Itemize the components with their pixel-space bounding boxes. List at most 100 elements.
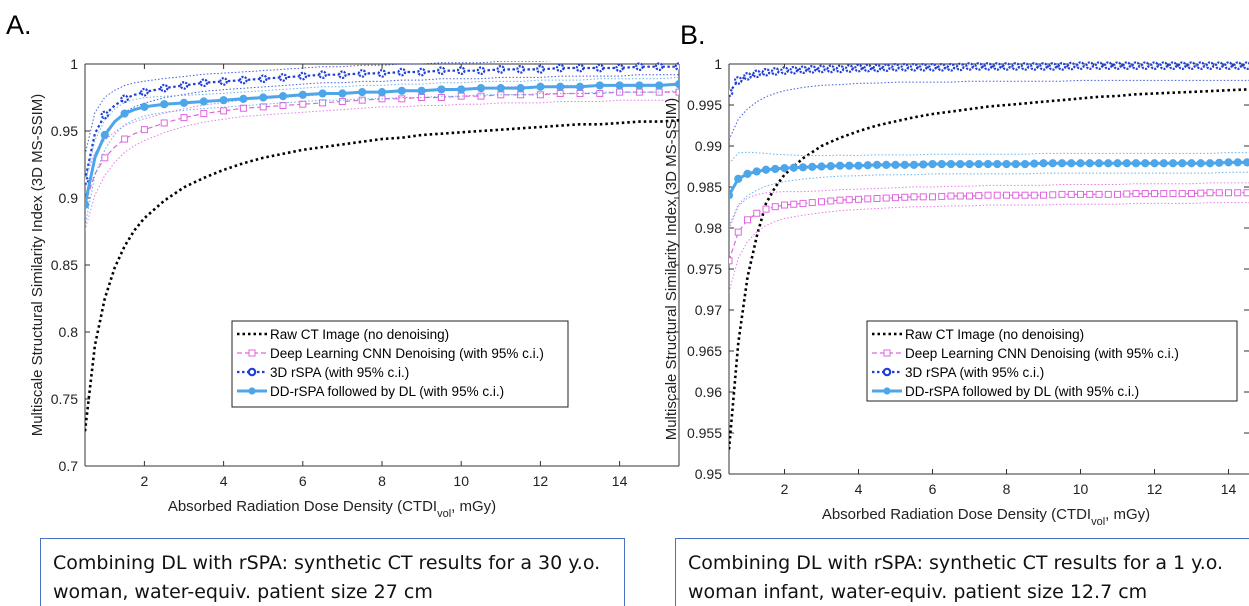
data-point-dl xyxy=(1030,191,1038,199)
data-point-dl xyxy=(239,104,247,112)
data-point-dl xyxy=(358,96,366,104)
data-point-rspa xyxy=(318,70,327,80)
panel-a-chart: A. 2 4 6 8 10 12 14 0.7 0.75 0.8 0.85 0.9 0.95 1 Absorb… xyxy=(6,10,680,520)
data-point-dl xyxy=(734,228,742,236)
legend-label: 3D rSPA (with 95% c.i.) xyxy=(270,365,409,380)
data-point-ddrspa xyxy=(743,169,752,178)
data-point-dl xyxy=(1021,191,1029,199)
data-point-ddrspa xyxy=(575,82,585,91)
legend-label: Raw CT Image (no denoising) xyxy=(905,327,1084,342)
caption-a: Combining DL with rSPA: synthetic CT res… xyxy=(40,538,625,606)
data-point-dl xyxy=(919,193,927,201)
data-point-dl xyxy=(1104,190,1112,198)
data-point-ddrspa xyxy=(318,89,327,98)
data-point-rspa xyxy=(946,62,956,72)
panel-letter: A. xyxy=(6,10,32,40)
y-tick-label: 0.965 xyxy=(687,343,722,359)
data-point-ddrspa xyxy=(298,90,307,99)
data-point-ddrspa xyxy=(358,88,367,97)
series-line-ddrspa xyxy=(85,82,679,206)
data-point-dl xyxy=(1086,190,1094,198)
data-point-dl xyxy=(836,196,844,204)
data-point-rspa xyxy=(397,67,407,77)
data-point-ddrspa xyxy=(1085,159,1094,168)
data-point-rspa xyxy=(1177,61,1187,70)
legend-label: DD-rSPA followed by DL (with 95% c.i.) xyxy=(905,384,1139,399)
data-point-ddrspa xyxy=(1159,159,1168,168)
data-point-ddrspa xyxy=(516,84,525,93)
data-point-ddrspa xyxy=(780,164,789,173)
data-point-dl xyxy=(121,135,129,143)
ci-upper-line xyxy=(729,42,1249,54)
y-tick-label: 0.8 xyxy=(59,324,79,340)
data-point-ddrspa xyxy=(1113,159,1122,168)
ci-lower-line xyxy=(85,74,679,207)
x-tick-label: 8 xyxy=(378,473,386,489)
data-point-ddrspa xyxy=(615,81,624,90)
caption-b: Combining DL with rSPA: synthetic CT res… xyxy=(675,538,1249,606)
ci-upper-line xyxy=(729,182,1249,230)
data-point-ddrspa xyxy=(85,200,90,209)
data-point-ddrspa xyxy=(199,97,208,106)
data-point-rspa xyxy=(1057,62,1067,71)
data-point-ddrspa xyxy=(974,159,983,169)
data-point-rspa xyxy=(357,69,367,78)
data-point-ddrspa xyxy=(1057,159,1067,168)
legend-label: 3D rSPA (with 95% c.i.) xyxy=(905,365,1044,380)
data-point-rspa xyxy=(159,83,169,93)
data-point-dl xyxy=(984,191,992,199)
data-point-ddrspa xyxy=(259,93,268,102)
y-tick-label: 0.97 xyxy=(695,302,722,318)
data-point-ddrspa xyxy=(457,85,466,94)
y-tick-label: 0.95 xyxy=(51,123,78,139)
data-point-dl xyxy=(956,192,964,200)
data-point-ddrspa xyxy=(338,89,347,98)
y-tick-label: 0.75 xyxy=(51,391,78,407)
data-point-ddrspa xyxy=(882,160,891,169)
data-point-ddrspa xyxy=(752,167,761,176)
data-point-rspa xyxy=(575,63,585,73)
data-point-rspa xyxy=(278,73,288,82)
data-point-ddrspa xyxy=(476,84,486,93)
data-point-rspa xyxy=(863,63,873,73)
data-point-ddrspa xyxy=(1196,159,1205,168)
data-point-ddrspa xyxy=(789,163,798,172)
data-point-dl xyxy=(873,194,881,202)
data-point-rspa xyxy=(835,64,845,74)
data-point-rspa xyxy=(1150,61,1159,70)
data-point-rspa xyxy=(1002,62,1011,71)
data-point-rspa xyxy=(536,65,545,74)
data-point-rspa xyxy=(1085,61,1095,70)
data-point-rspa xyxy=(1076,61,1085,70)
data-point-rspa xyxy=(807,65,817,74)
data-point-ddrspa xyxy=(437,85,446,94)
data-point-rspa xyxy=(239,75,248,85)
data-point-ddrspa xyxy=(1020,159,1030,169)
data-point-rspa xyxy=(1196,61,1206,70)
panel-letter: B. xyxy=(680,20,706,50)
x-tick-label: 2 xyxy=(141,473,149,489)
data-point-rspa xyxy=(219,77,228,86)
data-point-ddrspa xyxy=(771,164,780,174)
data-point-ddrspa xyxy=(854,161,863,170)
data-point-rspa xyxy=(733,76,743,85)
data-point-rspa xyxy=(992,62,1002,71)
data-point-dl xyxy=(1188,190,1195,198)
y-tick-label: 1 xyxy=(70,56,78,72)
data-point-rspa xyxy=(729,88,734,97)
data-point-dl xyxy=(864,195,872,203)
legend-marker xyxy=(882,367,892,377)
data-point-rspa xyxy=(918,62,928,72)
data-point-rspa xyxy=(937,62,947,72)
data-point-ddrspa xyxy=(872,160,882,169)
caption-a-line2: woman, water-equiv. patient size 27 cm xyxy=(53,581,433,603)
data-point-dl xyxy=(808,199,816,207)
data-point-dl xyxy=(200,110,208,118)
data-point-ddrspa xyxy=(1011,159,1020,169)
data-point-ddrspa xyxy=(635,81,644,90)
y-axis-label: Multiscale Structural Similarity Index (… xyxy=(29,94,46,437)
data-point-ddrspa xyxy=(937,159,946,169)
data-point-ddrspa xyxy=(1039,159,1048,168)
legend-label: DD-rSPA followed by DL (with 95% c.i.) xyxy=(270,384,504,399)
x-tick-label: 12 xyxy=(533,473,549,489)
